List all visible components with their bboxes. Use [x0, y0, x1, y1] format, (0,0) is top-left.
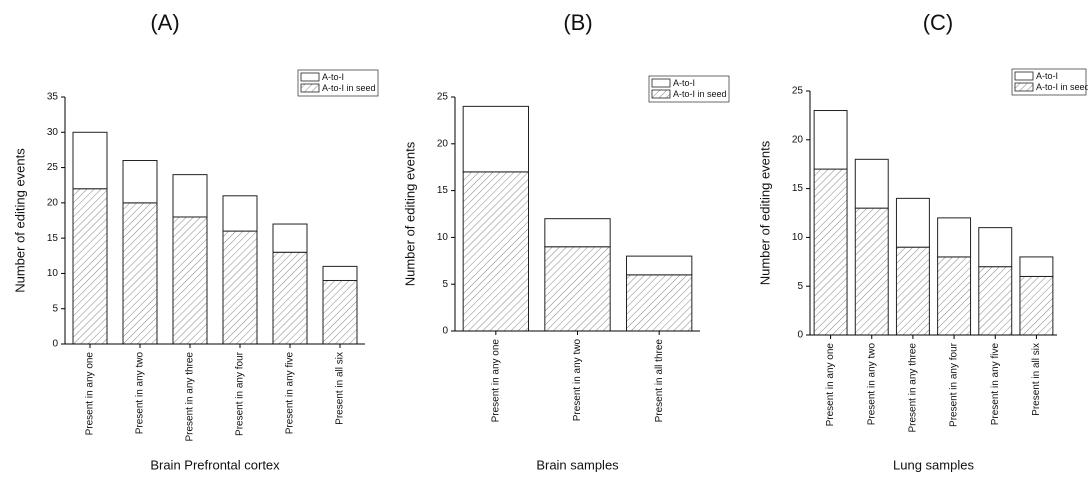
x-tick-label: Present in any four	[235, 351, 246, 436]
y-tick-label: 10	[792, 232, 804, 243]
x-tick-label: Present in any three	[185, 352, 196, 442]
legend-swatch	[300, 83, 320, 93]
x-axis-title: Brain samples	[536, 457, 619, 472]
bar-segment	[895, 246, 930, 336]
y-tick-label: 15	[792, 183, 804, 194]
bar-segment	[322, 265, 358, 281]
bar-segment	[544, 246, 611, 332]
legend-swatch	[1014, 71, 1034, 81]
bar-segment	[544, 218, 611, 248]
panel-title: (B)	[563, 10, 592, 35]
x-axis-title: Brain Prefrontal cortex	[150, 457, 280, 472]
x-tick-label: Present in any three	[908, 343, 919, 433]
legend-swatch	[651, 78, 671, 88]
y-axis-title: Number of editing events	[402, 141, 417, 286]
legend-swatch	[651, 89, 671, 99]
legend-label: A-to-I in seed	[673, 89, 727, 99]
bar-segment	[462, 105, 529, 173]
bar-segment	[854, 158, 889, 209]
y-tick-label: 15	[437, 185, 449, 196]
bar-segment	[937, 217, 972, 258]
bar-segment	[626, 255, 693, 276]
x-tick-label: Present in any two	[572, 339, 583, 422]
bar-segment	[72, 131, 108, 190]
y-tick-label: 10	[47, 268, 59, 279]
bar-segment	[1019, 275, 1054, 336]
bar-segment	[222, 230, 258, 345]
legend-label: A-to-I	[673, 78, 695, 88]
y-tick-label: 15	[47, 233, 59, 244]
y-tick-label: 0	[52, 339, 58, 350]
bar-segment	[122, 202, 158, 345]
legend-swatch	[1014, 82, 1034, 92]
bar-segment	[1019, 256, 1054, 277]
y-tick-label: 0	[442, 326, 448, 337]
x-tick-label: Present in any one	[825, 343, 836, 427]
y-tick-label: 25	[47, 162, 59, 173]
bar-segment	[222, 195, 258, 232]
legend-label: A-to-I in seed	[322, 83, 376, 93]
bar-segment	[813, 110, 848, 170]
bar-segment	[122, 160, 158, 204]
bar-segment	[322, 279, 358, 345]
x-tick-label: Present in any one	[85, 352, 96, 436]
y-tick-label: 25	[437, 92, 449, 103]
bar-segment	[854, 207, 889, 336]
y-tick-label: 25	[792, 86, 804, 97]
y-tick-label: 35	[47, 92, 59, 103]
bar-segment	[172, 216, 208, 345]
legend-label: A-to-I	[322, 72, 344, 82]
x-tick-label: Present in all six	[335, 352, 346, 425]
panel-title: (A)	[150, 10, 179, 35]
y-tick-label: 20	[47, 197, 59, 208]
bar-segment	[978, 266, 1013, 336]
x-tick-label: Present in all six	[1031, 343, 1042, 416]
y-tick-label: 10	[437, 232, 449, 243]
y-tick-label: 20	[437, 138, 449, 149]
bar-segment	[272, 223, 308, 253]
bar-segment	[626, 274, 693, 332]
y-axis-title: Number of editing events	[12, 148, 27, 293]
x-tick-label: Present in all three	[654, 339, 665, 423]
legend-swatch	[300, 72, 320, 82]
y-tick-label: 0	[797, 330, 803, 341]
bar-segment	[172, 174, 208, 218]
y-tick-label: 20	[792, 134, 804, 145]
bar-segment	[978, 227, 1013, 268]
x-tick-label: Present in any five	[990, 343, 1001, 426]
bar-segment	[895, 197, 930, 248]
y-axis-title: Number of editing events	[757, 140, 772, 285]
panel-title: (C)	[923, 10, 954, 35]
bar-segment	[72, 188, 108, 345]
x-tick-label: Present in any five	[285, 352, 296, 435]
x-axis-title: Lung samples	[893, 457, 974, 472]
x-tick-label: Present in any one	[490, 339, 501, 423]
y-tick-label: 5	[442, 279, 448, 290]
bar-segment	[813, 168, 848, 336]
x-tick-label: Present in any four	[949, 342, 960, 427]
x-tick-label: Present in any two	[135, 352, 146, 435]
bar-segment	[937, 256, 972, 336]
bar-segment	[462, 171, 529, 332]
y-tick-label: 30	[47, 127, 59, 138]
legend-label: A-to-I	[1036, 71, 1058, 81]
y-tick-label: 5	[797, 281, 803, 292]
legend-label: A-to-I in seed	[1036, 82, 1088, 92]
bar-segment	[272, 251, 308, 345]
x-tick-label: Present in any two	[866, 343, 877, 426]
y-tick-label: 5	[52, 303, 58, 314]
